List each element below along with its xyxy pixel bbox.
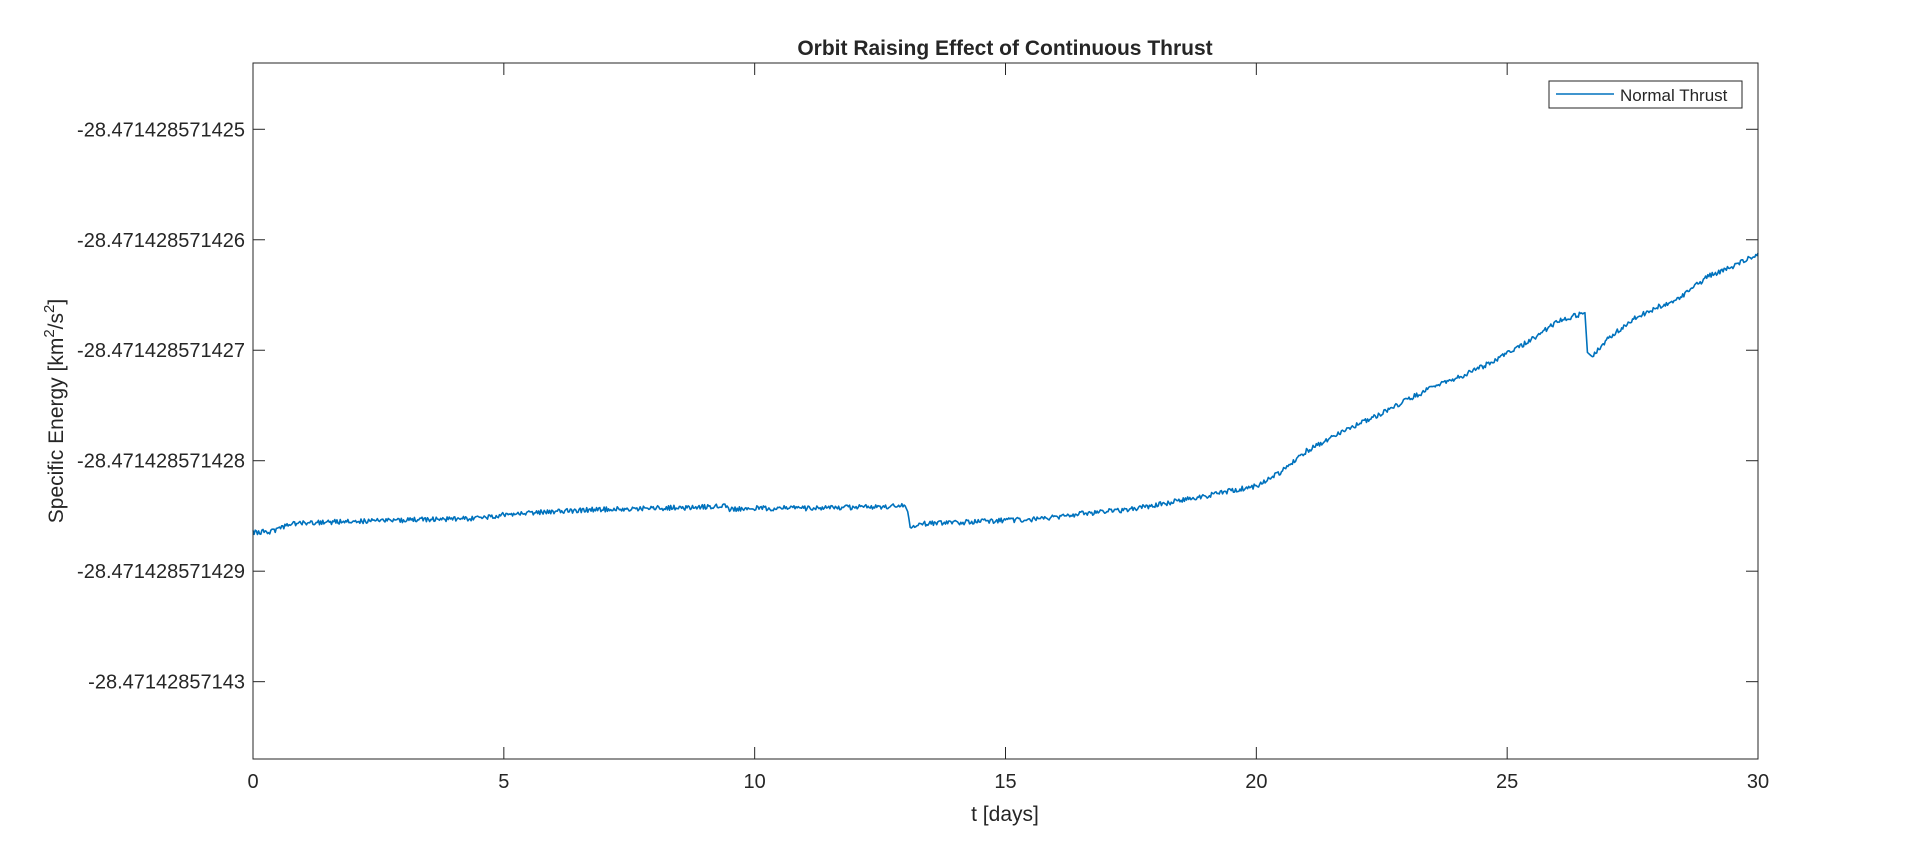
plot-frame — [252, 62, 1759, 760]
x-tick-label: 15 — [994, 771, 1016, 793]
y-tick-label: -28.471428571429 — [77, 561, 245, 583]
y-tick-label: -28.471428571425 — [77, 119, 245, 141]
y-axis-label-end: ] — [45, 299, 68, 305]
legend-label-normal-thrust: Normal Thrust — [1620, 86, 1728, 105]
x-axis-label: t [days] — [971, 803, 1039, 826]
y-axis-label-sup-2: 2 — [41, 305, 58, 313]
y-axis-label-mid: /s — [45, 313, 68, 329]
y-axis-label: Specific Energy [km2/s2] — [41, 299, 68, 523]
x-tick-label: 25 — [1496, 771, 1518, 793]
legend: Normal Thrust — [1548, 80, 1743, 109]
y-tick-label: -28.471428571428 — [77, 451, 245, 473]
y-axis-label-sup-1: 2 — [41, 329, 58, 337]
y-tick-label: -28.471428571426 — [77, 230, 245, 252]
series-line-normal-thrust — [252, 252, 1759, 536]
x-tick-label: 0 — [247, 771, 258, 793]
y-axis-ticks: -28.471428571425 -28.471428571426 -28.4714… — [77, 119, 1758, 694]
x-tick-label: 5 — [498, 771, 509, 793]
x-tick-label: 30 — [1747, 771, 1769, 793]
x-tick-label: 20 — [1245, 771, 1267, 793]
legend-box — [1548, 80, 1743, 109]
y-axis-label-main: Specific Energy [km — [45, 338, 68, 524]
x-tick-label: 10 — [744, 771, 766, 793]
y-tick-label: -28.471428571427 — [77, 340, 245, 362]
y-tick-label: -28.47142857143 — [88, 672, 245, 694]
plot-area — [253, 63, 1758, 759]
chart-title: Orbit Raising Effect of Continuous Thrus… — [797, 37, 1212, 60]
